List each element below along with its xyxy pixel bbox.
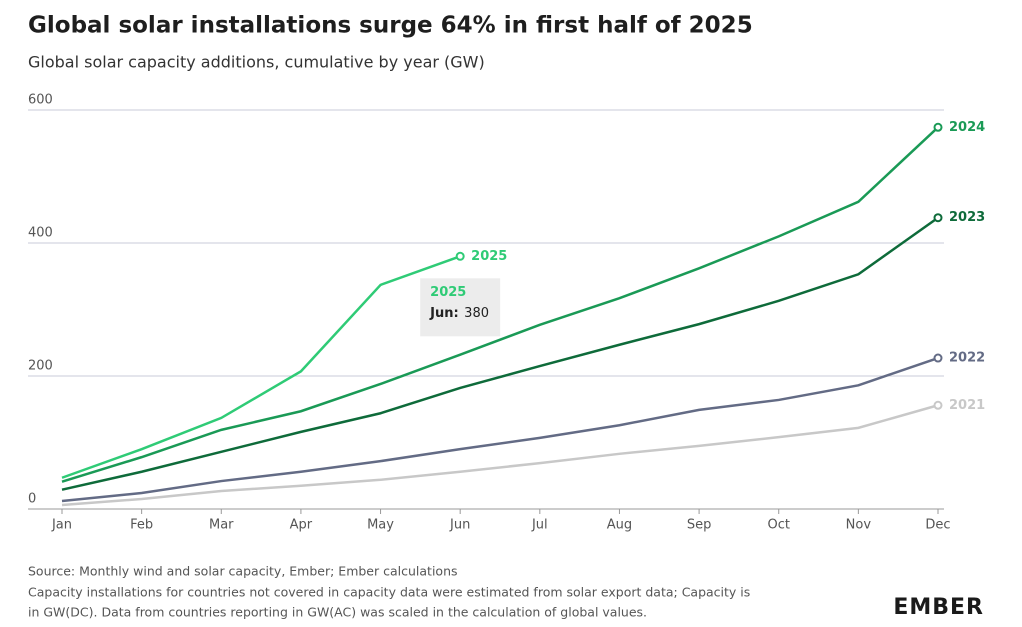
series-line [61,356,939,503]
chart-title: Global solar installations surge 64% in … [28,13,753,39]
x-tick-label: Nov [846,518,872,533]
series-line [61,216,939,491]
y-tick-label: 400 [28,226,53,241]
series-label: 2023 [949,210,985,225]
series-line [61,404,939,507]
x-tick-label: Feb [130,518,153,533]
x-tick-label: Aug [607,518,632,533]
tooltip-value: 380 [464,306,489,321]
tooltip-title: 2025 [430,285,466,300]
x-tick-label: Jan [51,518,72,533]
source: in GW(DC). Data from countries reporting… [28,605,647,620]
x-tick-label: Oct [767,518,789,533]
logo: EMBER [893,595,984,620]
chart-subtitle: Global solar capacity additions, cumulat… [28,53,485,72]
end-marker [933,122,943,132]
tooltip-label: Jun: [429,306,459,321]
series-label: 2025 [471,249,507,264]
series-label: 2022 [949,351,985,366]
x-tick-label: Jul [531,518,548,533]
x-tick-label: Dec [925,518,950,533]
x-tick-label: Mar [209,518,234,533]
series-line [61,126,939,483]
x-tick-label: Sep [687,518,712,533]
y-tick-label: 600 [28,93,53,108]
x-tick-label: May [367,518,394,533]
series-label: 2021 [949,398,985,413]
tooltip-box [420,278,501,337]
end-marker [455,251,465,261]
x-tick-label: Apr [290,518,313,533]
x-tick-label: Jun [449,518,470,533]
end-marker [933,400,943,410]
end-marker [933,213,943,223]
y-tick-label: 200 [28,359,53,374]
series-label: 2024 [949,120,985,135]
series-line [61,255,461,479]
y-tick-label: 0 [28,492,36,507]
end-marker [933,353,943,363]
source: Source: Monthly wind and solar capacity,… [28,564,458,579]
source: Capacity installations for countries not… [28,585,750,600]
